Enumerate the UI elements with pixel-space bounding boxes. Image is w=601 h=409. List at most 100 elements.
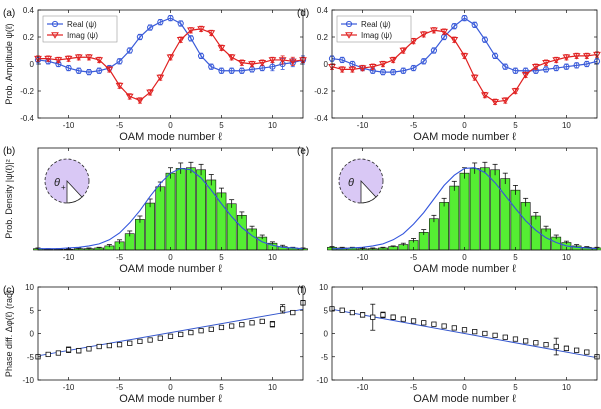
panel-label-e: (e) xyxy=(297,146,309,157)
data-point xyxy=(521,72,530,79)
inset-theta-subscript: + xyxy=(61,183,66,192)
data-point xyxy=(227,54,236,62)
data-point xyxy=(523,338,529,344)
data-point xyxy=(553,343,559,350)
bar xyxy=(216,192,227,251)
legend-label: Real (ψ) xyxy=(361,20,391,29)
panel-label-b: (b) xyxy=(3,146,15,157)
y-axis-label: Phase diff. Δφ(ℓ) (rad) xyxy=(4,290,14,377)
data-point xyxy=(542,66,550,73)
data-point xyxy=(258,59,267,67)
y-tick-label: 0.4 xyxy=(23,6,35,15)
data-point xyxy=(419,31,428,39)
legend-label: Real (ψ) xyxy=(67,20,97,29)
data-point xyxy=(85,69,93,76)
x-tick-label: -5 xyxy=(116,383,124,392)
data-point xyxy=(441,323,447,329)
bar xyxy=(439,202,450,251)
data-point xyxy=(198,328,204,334)
data-point xyxy=(400,316,406,322)
data-point xyxy=(64,55,73,63)
data-point xyxy=(269,63,276,70)
data-point xyxy=(380,312,386,318)
fit-line xyxy=(37,308,304,357)
x-tick-label: 5 xyxy=(513,121,518,130)
data-point xyxy=(75,67,82,74)
data-point xyxy=(491,99,499,106)
data-point xyxy=(563,345,570,351)
data-point xyxy=(188,329,194,336)
data-point xyxy=(502,63,509,70)
data-point xyxy=(491,52,499,60)
data-point xyxy=(146,89,154,97)
data-point xyxy=(430,47,438,54)
data-point xyxy=(482,330,488,337)
panel-b: (b) θ + -10 -5 0 5 10 OAM mode number ℓ Prob. Den… xyxy=(3,146,308,275)
legend-marker xyxy=(51,32,59,39)
inset-theta-label: θ xyxy=(54,177,60,189)
data-point xyxy=(147,337,153,343)
bar xyxy=(490,169,500,251)
data-point xyxy=(208,326,214,332)
data-point xyxy=(461,15,468,22)
x-tick-label: 10 xyxy=(562,121,571,130)
data-point xyxy=(563,63,570,70)
y-tick-label: 0.4 xyxy=(317,6,329,15)
y-tick-label: -0.4 xyxy=(20,114,34,123)
bar xyxy=(135,219,145,251)
bar xyxy=(479,167,490,251)
data-point xyxy=(95,57,104,64)
data-point xyxy=(125,93,134,101)
x-axis-label: OAM mode number ℓ xyxy=(413,263,516,275)
bar xyxy=(165,172,176,251)
y-tick-label: 0 xyxy=(30,330,35,339)
legend-marker xyxy=(345,32,353,39)
bar xyxy=(449,185,460,251)
data-point xyxy=(86,346,92,352)
data-point xyxy=(379,61,387,68)
x-tick-label: 10 xyxy=(268,383,277,392)
data-point xyxy=(573,62,580,69)
data-point xyxy=(543,342,549,348)
fit-curve xyxy=(332,167,598,250)
x-tick-label: -10 xyxy=(63,383,75,392)
data-point xyxy=(115,82,124,90)
y-tick-label: 5 xyxy=(324,306,329,315)
x-tick-label: 5 xyxy=(219,121,224,130)
y-tick-label: 10 xyxy=(319,283,328,292)
y-tick-label: -5 xyxy=(27,353,35,362)
x-tick-label: -10 xyxy=(357,383,369,392)
data-point xyxy=(167,333,174,339)
inset-wedge xyxy=(360,179,377,204)
data-point xyxy=(450,37,459,44)
data-point xyxy=(166,54,175,62)
legend-label: Imag (ψ) xyxy=(361,31,392,40)
inset-wedge xyxy=(66,179,83,204)
x-tick-label: 5 xyxy=(219,253,224,262)
bar xyxy=(175,168,186,251)
data-point xyxy=(582,53,591,60)
legend-marker xyxy=(51,20,59,28)
data-point xyxy=(228,67,235,74)
x-tick-label: 0 xyxy=(462,253,467,262)
data-point xyxy=(290,309,296,316)
x-axis-label: OAM mode number ℓ xyxy=(119,263,222,275)
data-point xyxy=(288,58,297,66)
legend-label: Imag (ψ) xyxy=(67,31,98,40)
y-axis-label: Prob. Density |ψ(ℓ)|² xyxy=(4,159,14,239)
data-point xyxy=(368,64,377,71)
data-point xyxy=(105,66,114,74)
x-tick-label: -5 xyxy=(410,121,418,130)
data-point xyxy=(136,97,144,105)
data-point xyxy=(338,66,347,74)
bar xyxy=(520,202,531,251)
data-point xyxy=(218,67,225,74)
data-point xyxy=(430,27,438,35)
data-point xyxy=(259,318,265,325)
data-point xyxy=(136,33,144,41)
data-point xyxy=(553,64,560,72)
data-point xyxy=(400,67,407,74)
data-point xyxy=(562,54,571,62)
data-point xyxy=(126,47,133,54)
data-point xyxy=(54,57,63,64)
